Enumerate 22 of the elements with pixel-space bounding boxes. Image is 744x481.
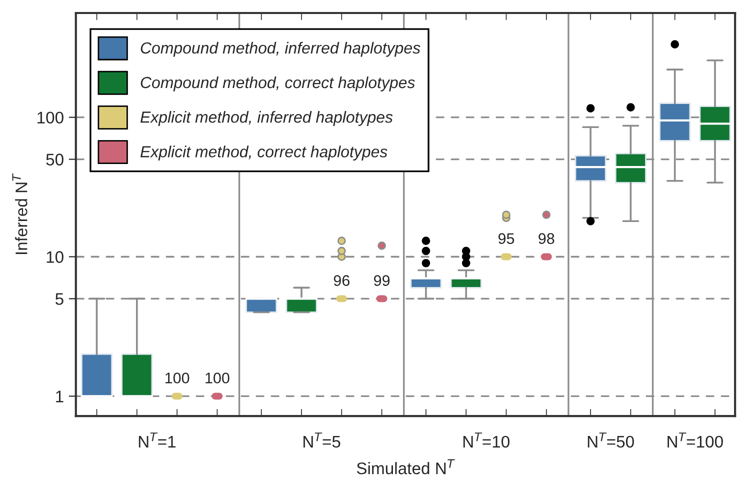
y-tick-label: 50	[46, 154, 64, 166]
y-tick-label: 100	[38, 112, 64, 124]
y-axis-title: Inferred N$^{T}$	[12, 173, 28, 254]
x-axis-title: Simulated N$^{T}$	[356, 459, 455, 474]
y-tick-label: 5	[55, 293, 64, 305]
x-tick-label: N$^{T}$=5	[304, 432, 340, 448]
x-tick-label: N$^{T}$=1	[138, 432, 176, 448]
text: 99	[374, 275, 390, 286]
text: 98	[538, 233, 554, 244]
y-tick-label: 1	[56, 390, 64, 402]
x-tick-label: N$^{T}$=100	[668, 432, 723, 448]
legend-label: Explicit method, inferred haplotypes	[140, 111, 393, 126]
text: 96	[334, 275, 350, 286]
legend-label: Compound method, correct haplotypes	[140, 76, 415, 92]
text: 100	[165, 372, 190, 384]
text: 100	[206, 372, 230, 384]
y-tick-label: 10	[46, 251, 64, 263]
legend-label: Compound method, inferred haplotypes	[140, 42, 420, 57]
text: 95	[498, 233, 514, 244]
x-tick-label: N$^{T}$=50	[588, 432, 634, 448]
x-tick-label: N$^{T}$=10	[463, 432, 510, 448]
legend-label: Explicit method, correct haplotypes	[140, 146, 388, 161]
